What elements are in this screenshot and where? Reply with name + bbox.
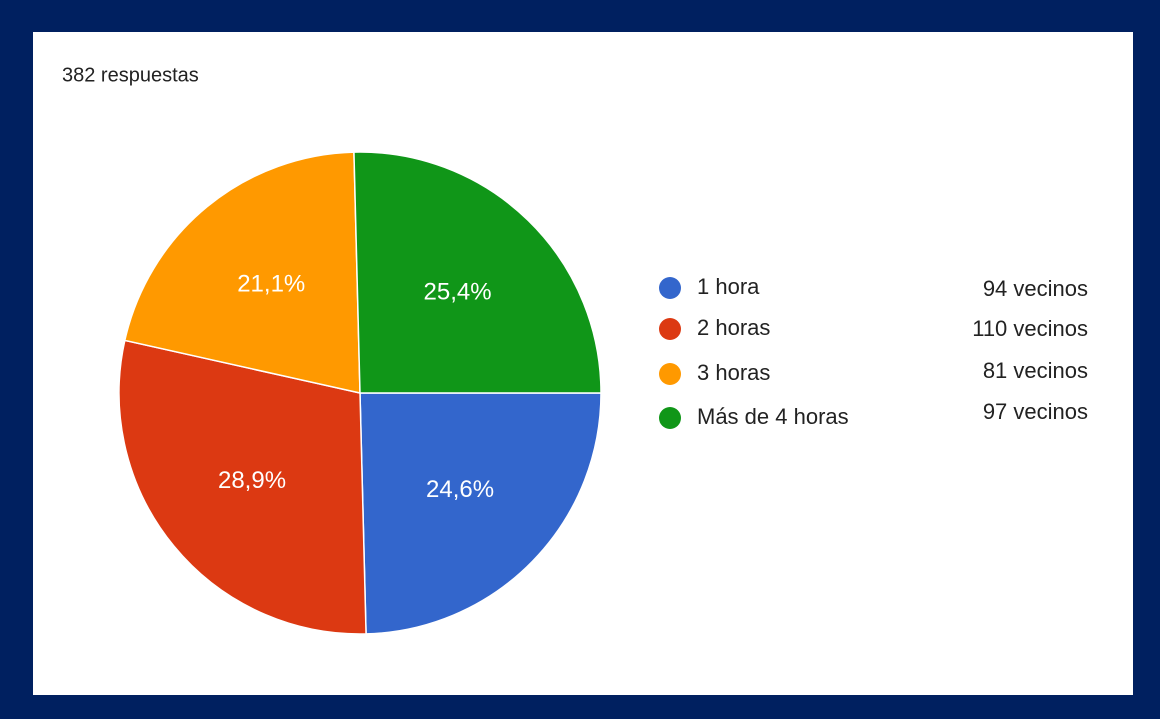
slice-label: 25,4% — [424, 278, 492, 305]
pie-slice — [353, 151, 602, 394]
pie-slice — [123, 151, 361, 394]
annotation: 94 vecinos — [983, 276, 1088, 301]
legend-label: 2 horas — [697, 315, 770, 340]
legend-label: 1 hora — [697, 274, 760, 299]
slice-label: 24,6% — [426, 476, 494, 503]
legend-label: 3 horas — [697, 360, 770, 385]
slice-label: 28,9% — [218, 467, 286, 494]
pie-slice — [359, 392, 602, 635]
legend-swatch — [659, 318, 681, 340]
annotation: 81 vecinos — [983, 358, 1088, 383]
legend-swatch — [659, 277, 681, 299]
legend-label: Más de 4 horas — [697, 404, 849, 429]
annotation: 97 vecinos — [983, 399, 1088, 424]
legend-swatch — [659, 363, 681, 385]
slice-label: 21,1% — [237, 270, 305, 297]
legend-swatch — [659, 407, 681, 429]
chart-title: 382 respuestas — [62, 64, 199, 86]
pie-slice — [118, 339, 367, 635]
annotation: 110 vecinos — [972, 316, 1088, 341]
